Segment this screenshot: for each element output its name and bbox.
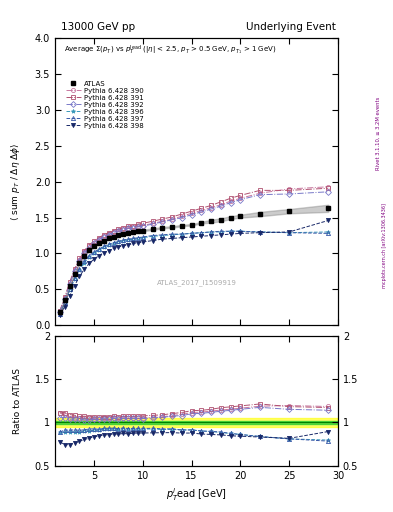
Bar — [55, 421, 338, 424]
Bar — [55, 418, 338, 427]
Legend: ATLAS, Pythia 6.428 390, Pythia 6.428 391, Pythia 6.428 392, Pythia 6.428 396, P: ATLAS, Pythia 6.428 390, Pythia 6.428 39… — [64, 79, 145, 130]
Y-axis label: Ratio to ATLAS: Ratio to ATLAS — [13, 368, 22, 434]
Y-axis label: $\langle$ sum $p_T$ / $\Delta\eta$ $\Delta\phi\rangle$: $\langle$ sum $p_T$ / $\Delta\eta$ $\Del… — [9, 142, 22, 221]
X-axis label: $p_T^l$ead [GeV]: $p_T^l$ead [GeV] — [166, 486, 227, 503]
Text: mcplots.cern.ch [arXiv:1306.3436]: mcplots.cern.ch [arXiv:1306.3436] — [382, 203, 387, 288]
Text: 13000 GeV pp: 13000 GeV pp — [61, 22, 135, 32]
Text: ATLAS_2017_I1509919: ATLAS_2017_I1509919 — [156, 279, 237, 286]
Text: Rivet 3.1.10, ≥ 3.2M events: Rivet 3.1.10, ≥ 3.2M events — [376, 96, 380, 170]
Text: Underlying Event: Underlying Event — [246, 22, 336, 32]
Text: Average $\Sigma(p_T)$ vs $p_T^{\rm lead}$ ($|\eta|$ < 2.5, $p_T$ > 0.5 GeV, $p_{: Average $\Sigma(p_T)$ vs $p_T^{\rm lead}… — [64, 44, 276, 57]
